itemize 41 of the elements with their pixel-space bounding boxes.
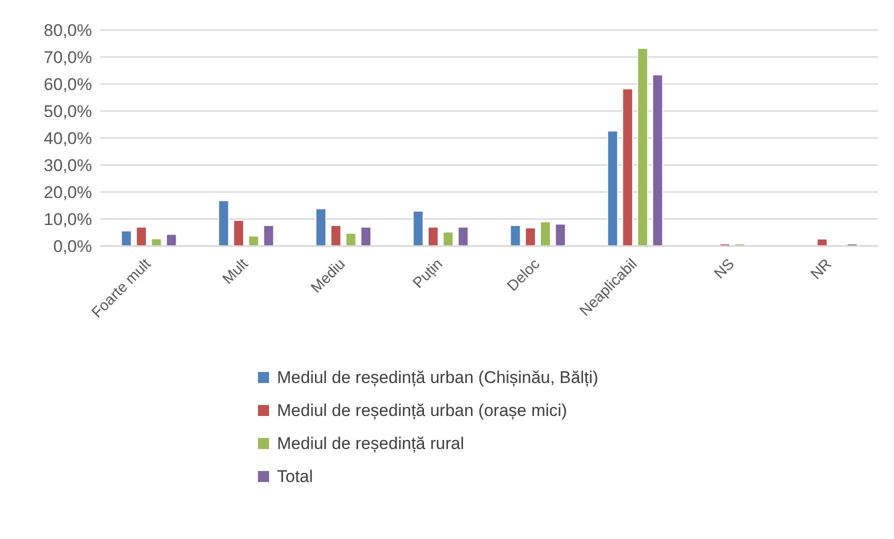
legend-label: Mediul de reședință urban (orașe mici): [277, 400, 568, 420]
bar: [120, 230, 132, 246]
bar: [218, 200, 230, 246]
bar: [458, 226, 469, 246]
legend-label: Mediul de reședință rural: [277, 434, 464, 454]
bar: [652, 74, 664, 246]
bar: [412, 210, 424, 246]
bar: [345, 232, 356, 246]
bar: [637, 48, 648, 246]
bar: [622, 88, 634, 246]
bar: [816, 238, 828, 246]
bar: [360, 226, 372, 246]
y-tick-label: 20,0%: [44, 183, 92, 202]
y-tick-label: 60,0%: [44, 75, 92, 94]
legend-label: Total: [277, 466, 313, 486]
bar: [248, 236, 260, 246]
x-tick-label: Mult: [219, 255, 252, 288]
y-tick-label: 70,0%: [44, 48, 92, 68]
bar: [510, 224, 521, 246]
y-tick-label: 10,0%: [44, 210, 92, 230]
y-tick-label: 80,0%: [44, 21, 92, 40]
bar: [442, 231, 454, 246]
bar: [233, 220, 244, 246]
bar: [524, 227, 536, 246]
bar: [150, 238, 162, 246]
y-tick-label: 0,0%: [53, 237, 92, 256]
bar: [315, 208, 326, 246]
y-tick-label: 30,0%: [44, 156, 92, 176]
bar: [607, 130, 618, 246]
bar: [166, 234, 177, 246]
bar: [540, 221, 551, 246]
y-tick-label: 40,0%: [44, 129, 92, 148]
bar: [554, 224, 566, 246]
bar: [263, 224, 274, 246]
bar: [330, 224, 342, 246]
legend-label: Mediul de reședință urban (Chișinău, Bălți): [277, 368, 598, 388]
x-tick-label: NS: [711, 256, 738, 282]
bar: [136, 226, 147, 246]
bar: [428, 226, 439, 246]
y-tick-label: 50,0%: [44, 102, 92, 122]
x-tick-label: NR: [808, 256, 836, 283]
